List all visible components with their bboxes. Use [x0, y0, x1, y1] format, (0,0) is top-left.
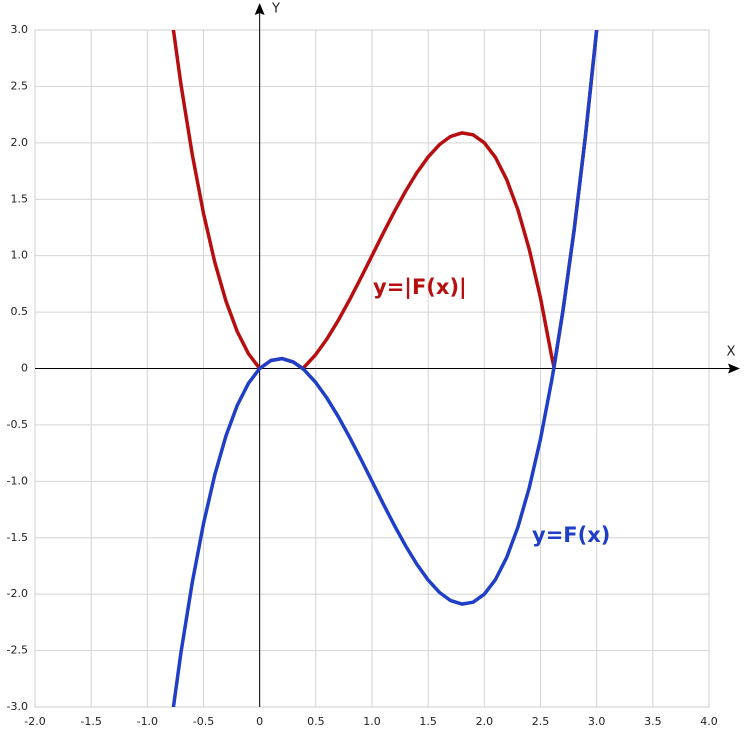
x-tick-label: 3.0 — [588, 715, 606, 728]
x-axis-arrow — [728, 363, 740, 374]
x-tick-label: -1.5 — [80, 715, 101, 728]
axes — [35, 3, 740, 707]
y-tick-label: 0 — [21, 362, 28, 375]
x-tick-label: 2.5 — [532, 715, 550, 728]
x-tick-label: 3.5 — [644, 715, 662, 728]
y-tick-label: 2.5 — [11, 79, 29, 92]
x-tick-label: 0 — [256, 715, 263, 728]
labels: -2.0 -1.5 -1.0 -0.5 0 0.5 1.0 1.5 2.0 2.5 3.0 3.5 4.… — [7, 2, 736, 729]
y-axis-label: Y — [271, 2, 280, 17]
legend-label: y=|F(x)| — [373, 275, 467, 300]
y-tick-label: 1.0 — [11, 249, 29, 262]
y-tick-label: -1.5 — [7, 531, 28, 544]
y-tick-label: -2.5 — [7, 644, 28, 657]
y-tick-label: 0.5 — [11, 305, 29, 318]
x-tick-label: 0.5 — [307, 715, 325, 728]
x-tick-label: -1.0 — [137, 715, 158, 728]
series-line — [171, 30, 599, 707]
y-tick-label: -1.0 — [7, 474, 28, 487]
x-tick-label: 1.0 — [363, 715, 381, 728]
y-tick-label: -3.0 — [7, 700, 28, 713]
x-tick-label: -0.5 — [193, 715, 214, 728]
y-tick-label: -2.0 — [7, 587, 28, 600]
x-tick-label: 4.0 — [700, 715, 718, 728]
y-axis-arrow — [254, 3, 265, 15]
y-tick-label: -0.5 — [7, 418, 28, 431]
x-tick-label: 1.5 — [419, 715, 437, 728]
x-tick-label: -2.0 — [24, 715, 45, 728]
curves — [171, 30, 599, 707]
legend-label: y=F(x) — [532, 523, 610, 547]
x-tick-label: 2.0 — [476, 715, 494, 728]
x-axis-label: X — [727, 345, 736, 360]
series-line — [171, 30, 599, 371]
y-tick-label: 1.5 — [11, 192, 29, 205]
y-tick-label: 3.0 — [11, 23, 29, 36]
y-tick-label: 2.0 — [11, 136, 29, 149]
